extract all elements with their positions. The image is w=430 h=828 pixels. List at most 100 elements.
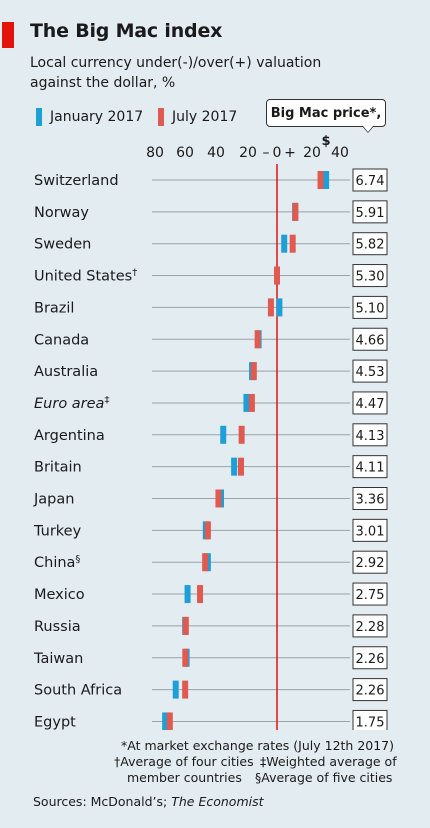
country-name: Brazil xyxy=(34,300,74,316)
country-label: Australia xyxy=(34,364,98,380)
price-box xyxy=(352,423,388,447)
marker-jul-2017 xyxy=(182,680,189,699)
marker-jul-2017 xyxy=(317,171,324,189)
marker-jul-2017 xyxy=(215,489,222,508)
price-box xyxy=(352,455,388,479)
axis-tick-label: – xyxy=(263,145,270,161)
price-value: 5.82 xyxy=(356,238,385,253)
marker-jul-2017 xyxy=(238,425,245,444)
country-name: South Africa xyxy=(34,683,122,699)
price-value: 3.01 xyxy=(356,524,385,539)
marker-jan-2017 xyxy=(276,298,283,317)
axis-tick-label: 0 xyxy=(273,145,282,161)
chart-title: The Big Mac index xyxy=(30,20,223,42)
country-name: Britain xyxy=(34,460,82,476)
marker-jan-2017 xyxy=(162,712,169,730)
axis-tick-label: 40 xyxy=(331,145,349,161)
legend-item-jan: January 2017 xyxy=(36,108,143,126)
price-box xyxy=(352,264,388,288)
price-box xyxy=(352,359,388,383)
marker-jul-2017 xyxy=(204,521,211,540)
price-value: 3.36 xyxy=(356,493,385,508)
price-value: 4.53 xyxy=(356,365,385,380)
price-box xyxy=(352,709,388,730)
country-label: Britain xyxy=(34,460,82,476)
country-label: Canada xyxy=(34,332,89,348)
country-name: Argentina xyxy=(34,428,105,444)
country-label: Brazil xyxy=(34,300,74,316)
price-box xyxy=(352,327,388,351)
red-tag-icon xyxy=(2,22,14,48)
country-name: Russia xyxy=(34,619,81,635)
country-name: Canada xyxy=(34,332,89,348)
country-footnote-mark: † xyxy=(132,268,137,279)
price-value: 2.75 xyxy=(356,588,385,603)
marker-jan-2017 xyxy=(172,680,179,699)
price-box xyxy=(352,487,388,510)
country-name: Norway xyxy=(34,205,89,221)
legend-label-jan: January 2017 xyxy=(50,109,144,125)
price-legend-pointer-fill xyxy=(363,126,373,132)
marker-jan-2017 xyxy=(281,234,288,253)
price-box xyxy=(352,518,388,542)
price-box xyxy=(352,582,388,606)
marker-jul-2017 xyxy=(248,393,255,412)
country-footnote-mark: § xyxy=(75,554,80,565)
country-label: Taiwan xyxy=(33,651,83,667)
price-box xyxy=(352,614,388,638)
marker-jan-2017 xyxy=(231,457,238,476)
marker-jul-2017 xyxy=(292,202,299,221)
price-value: 5.91 xyxy=(356,206,385,221)
source-publication: The Economist xyxy=(171,794,264,809)
price-box xyxy=(352,232,388,256)
marker-jan-2017 xyxy=(323,171,330,189)
country-name: United States xyxy=(34,269,132,285)
country-name: Sweden xyxy=(34,237,91,253)
marker-jul-2017 xyxy=(238,457,244,476)
price-value: 4.47 xyxy=(356,397,385,412)
country-name: Japan xyxy=(33,492,74,508)
source-prefix: Sources: McDonald’s; xyxy=(33,794,172,809)
price-box xyxy=(352,678,388,702)
price-value: 4.13 xyxy=(356,429,385,444)
price-value: 1.75 xyxy=(356,715,385,730)
legend-swatch-jan xyxy=(36,108,42,126)
marker-jul-2017 xyxy=(182,648,189,667)
legend-item-jul: July 2017 xyxy=(158,108,237,126)
footnote-five-cities: §Average of five cities xyxy=(255,770,393,785)
country-label: Euro area‡ xyxy=(34,395,109,412)
axis-tick-label: 80 xyxy=(146,145,164,161)
axis-tick-label: 60 xyxy=(176,145,194,161)
country-name: Australia xyxy=(34,364,98,380)
price-value: 6.74 xyxy=(356,174,385,189)
price-value: 2.26 xyxy=(356,652,385,667)
chart-subtitle: Local currency under(-)/over(+) valuatio… xyxy=(30,55,322,91)
source-note: Sources: McDonald’s; The Economist xyxy=(33,794,264,809)
marker-jul-2017 xyxy=(182,616,189,635)
country-label: Turkey xyxy=(33,523,82,539)
marker-jul-2017 xyxy=(267,298,274,317)
price-box xyxy=(352,295,388,319)
price-value: 4.66 xyxy=(356,333,385,348)
country-label: Switzerland xyxy=(34,173,119,189)
country-label: Russia xyxy=(34,619,81,635)
price-value: 2.92 xyxy=(356,556,385,571)
legend-label-jul: July 2017 xyxy=(172,109,238,125)
price-value: 5.30 xyxy=(356,270,385,285)
marker-jul-2017 xyxy=(197,585,204,604)
country-label: Argentina xyxy=(34,428,105,444)
country-label: South Africa xyxy=(34,683,122,699)
country-label: Sweden xyxy=(34,237,91,253)
price-box xyxy=(352,200,388,224)
price-legend-box: Big Mac price*, $ xyxy=(266,99,386,149)
footnote-member-countries: member countries xyxy=(127,770,242,785)
price-value: 4.11 xyxy=(356,461,385,476)
footnote-weighted-average: ‡Weighted average of xyxy=(260,754,397,769)
price-value: 2.26 xyxy=(356,684,385,699)
country-name: Egypt xyxy=(34,714,76,730)
axis-tick-label: 20 xyxy=(239,145,257,161)
country-label: China§ xyxy=(34,554,80,571)
country-name: Mexico xyxy=(34,587,85,603)
marker-jan-2017 xyxy=(220,425,227,444)
